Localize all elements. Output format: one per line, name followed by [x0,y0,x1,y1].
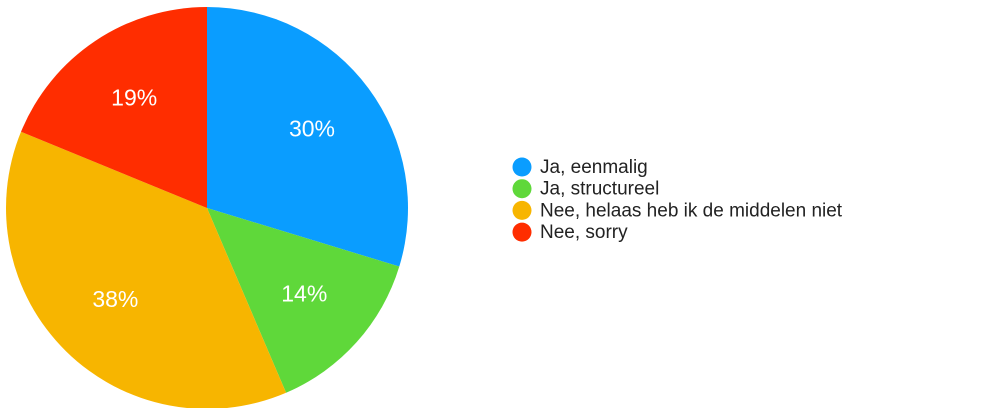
slice-label: 30% [289,115,335,141]
slice-label: 38% [92,286,138,312]
legend-swatch [512,157,532,177]
legend-swatch [512,200,532,220]
legend-swatch [512,222,532,242]
pie-slice [207,7,409,267]
slice-label: 14% [281,280,327,306]
pie-slice [207,208,400,393]
legend-swatch [512,179,532,199]
legend-label: Nee, sorry [540,222,628,243]
legend-label: Ja, eenmalig [540,157,648,178]
pie-slice [21,7,207,208]
slice-label: 19% [111,85,157,111]
pie-slice [6,131,287,408]
legend-label: Nee, helaas heb ik de middelen niet [540,200,843,221]
legend-label: Ja, structureel [540,179,659,200]
